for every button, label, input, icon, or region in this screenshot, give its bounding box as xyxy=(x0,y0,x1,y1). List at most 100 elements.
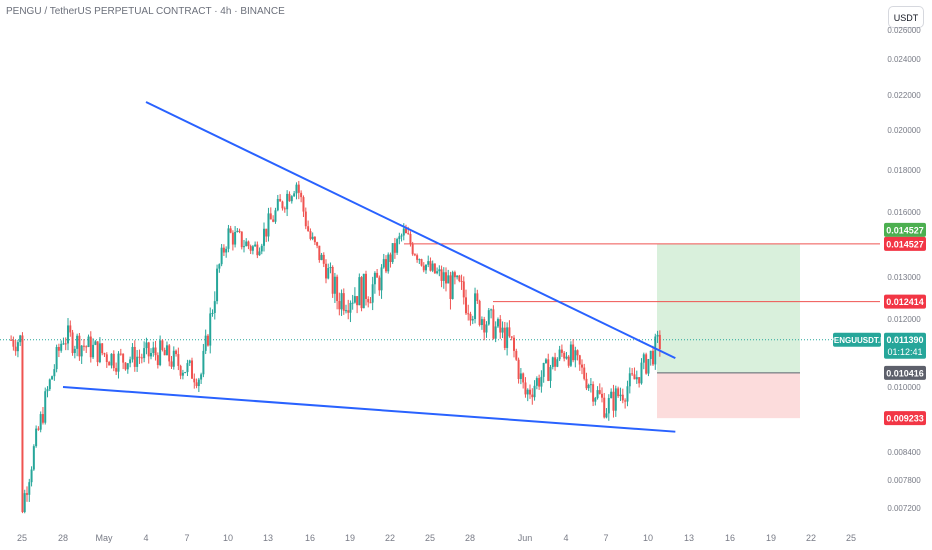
candle-body xyxy=(576,350,579,356)
candle xyxy=(115,362,118,375)
candle xyxy=(438,265,441,277)
candle-body xyxy=(522,373,525,383)
candle-body xyxy=(276,198,279,211)
candle xyxy=(263,222,265,252)
candle xyxy=(601,387,603,403)
candle xyxy=(542,362,545,383)
candle xyxy=(267,207,270,242)
candle xyxy=(367,296,370,308)
candle xyxy=(92,338,95,360)
candle-body xyxy=(409,234,412,245)
candle-body xyxy=(340,293,343,310)
candle-body xyxy=(425,264,427,271)
candle-body xyxy=(565,356,568,359)
last-price-badge: PENGUUSDT.P 0.011390 01:12:41 xyxy=(829,332,926,359)
candle xyxy=(635,370,638,384)
x-tick-label: 10 xyxy=(223,533,233,543)
candle xyxy=(122,353,125,370)
candle xyxy=(103,352,106,358)
candle-body xyxy=(200,374,203,380)
currency-selector[interactable]: USDT xyxy=(888,6,924,28)
candle xyxy=(177,347,180,371)
candle-body xyxy=(558,349,561,360)
candle-body xyxy=(112,353,115,369)
candle-body xyxy=(62,343,65,345)
candle xyxy=(362,273,365,309)
candle-body xyxy=(587,385,590,389)
candle xyxy=(400,233,403,242)
candle xyxy=(462,276,465,305)
candle-body xyxy=(649,350,652,360)
candle xyxy=(124,362,127,371)
candle xyxy=(429,257,432,272)
candle xyxy=(272,215,275,223)
candle-body xyxy=(186,363,189,373)
candle-body xyxy=(393,243,396,253)
candle xyxy=(105,352,108,368)
candle xyxy=(476,289,479,304)
candle xyxy=(76,333,79,357)
candle-body xyxy=(325,263,327,279)
candle xyxy=(10,335,13,341)
candle xyxy=(206,334,209,347)
candle xyxy=(249,244,252,254)
candle xyxy=(436,267,439,275)
candle-body xyxy=(320,254,323,261)
candle xyxy=(336,274,339,310)
candle-body xyxy=(652,350,655,365)
candle xyxy=(227,224,230,253)
candle xyxy=(649,350,652,366)
candle xyxy=(172,346,175,370)
candle-body xyxy=(126,363,129,370)
candle-body xyxy=(236,230,239,233)
x-tick-label: 22 xyxy=(806,533,816,543)
candle-body xyxy=(431,263,434,271)
candle-body xyxy=(654,336,657,365)
candle-body xyxy=(26,493,29,495)
candle-body xyxy=(563,352,566,359)
candle-body xyxy=(222,247,225,253)
candle-body xyxy=(556,359,559,367)
candle xyxy=(499,315,502,339)
candle xyxy=(311,232,314,241)
y-tick-label: 0.013000 xyxy=(887,273,921,282)
candle-body xyxy=(115,368,118,372)
candle xyxy=(108,360,111,366)
candle-body xyxy=(322,254,325,264)
x-tick-label: 25 xyxy=(17,533,27,543)
candle-body xyxy=(574,350,577,361)
candle-body xyxy=(380,267,383,291)
candle xyxy=(313,236,316,245)
candle xyxy=(216,264,219,305)
candle-body xyxy=(373,272,376,285)
candle xyxy=(387,252,390,274)
candle xyxy=(347,299,350,320)
candle-body xyxy=(440,269,443,281)
candle xyxy=(165,341,168,356)
candle-body xyxy=(202,350,205,375)
candle xyxy=(411,241,414,256)
candle-body xyxy=(48,379,51,390)
candle-body xyxy=(492,309,495,339)
candle-body xyxy=(138,356,141,358)
candle-body xyxy=(30,469,33,483)
y-tick-label: 0.024000 xyxy=(887,55,921,64)
candle xyxy=(425,264,427,274)
candle-body xyxy=(108,362,111,366)
candle-body xyxy=(124,362,127,370)
price-label: 0.012414 xyxy=(884,294,926,309)
candle-body xyxy=(640,362,643,384)
candle-body xyxy=(71,332,74,354)
candle-body xyxy=(103,353,106,355)
candle-body xyxy=(193,378,196,383)
candle xyxy=(626,380,629,407)
x-tick-label: 25 xyxy=(846,533,856,543)
candle-body xyxy=(152,347,155,354)
candle xyxy=(508,320,511,338)
price-label-text: 0.014527 xyxy=(886,225,924,235)
candle-body xyxy=(12,339,15,347)
candle xyxy=(251,244,254,255)
candle-body xyxy=(98,343,101,363)
candle xyxy=(592,381,595,407)
